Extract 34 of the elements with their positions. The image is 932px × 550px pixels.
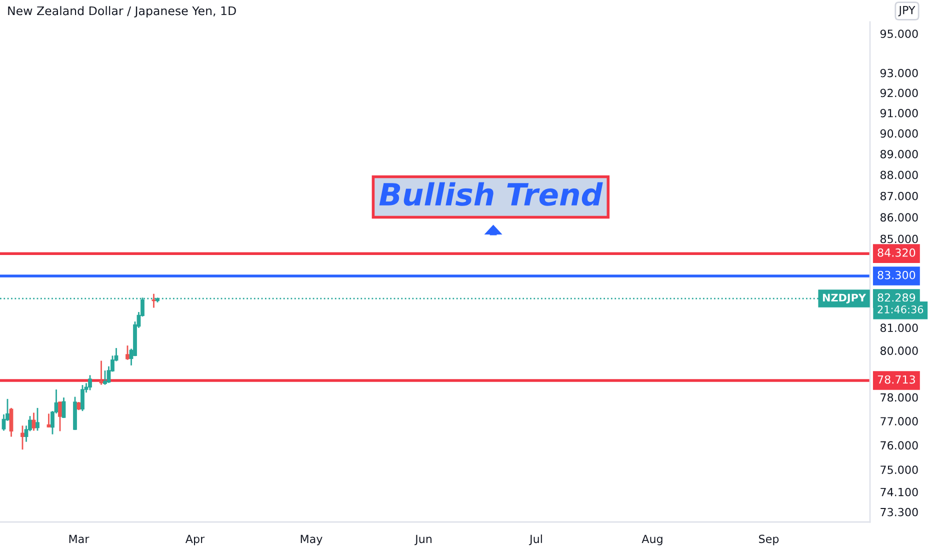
y-tick-label: 74.100 <box>880 488 918 496</box>
y-tick-label: 77.000 <box>880 417 918 426</box>
y-tick-label: 95.000 <box>880 30 918 38</box>
text: JPY <box>898 6 916 16</box>
y-tick-label: 92.000 <box>880 88 918 98</box>
chart-title: New Zealand Dollar / Japanese Yen, 1D <box>8 6 236 18</box>
annotation: Bullish Trend <box>379 182 603 206</box>
x-tick-label: Jul <box>528 534 542 546</box>
ref-line-label: 82.289 <box>878 293 916 302</box>
x-tick-label: Sep <box>759 534 779 546</box>
y-tick-label: 90.000 <box>880 129 918 138</box>
annotation: NZDJPY <box>822 294 866 304</box>
y-tick-label: 81.000 <box>880 324 918 332</box>
y-tick-label: 87.000 <box>880 192 918 200</box>
text: 21:46:36 <box>878 305 924 314</box>
y-tick-label: 91.000 <box>880 108 918 118</box>
x-tick-label: Mar <box>69 534 90 544</box>
y-tick-label: 78.000 <box>880 393 918 402</box>
y-tick-label: 73.300 <box>880 508 918 516</box>
ref-line-label: 83.300 <box>878 270 916 280</box>
y-tick-label: 88.000 <box>880 170 918 180</box>
x-tick-label: May <box>300 534 322 546</box>
y-tick-label: 80.000 <box>880 346 918 355</box>
y-tick-label: 86.000 <box>880 213 918 222</box>
y-tick-label: 93.000 <box>880 68 918 78</box>
x-tick-label: Aug <box>642 534 662 546</box>
y-tick-label: 89.000 <box>880 150 918 158</box>
y-tick-label: 76.000 <box>880 441 918 450</box>
y-tick-label: 85.000 <box>880 234 918 244</box>
ref-line-label: 78.713 <box>878 375 915 384</box>
ref-line-label: 84.320 <box>878 248 916 257</box>
y-tick-label: 75.000 <box>880 466 918 474</box>
x-tick-label: Jun <box>414 534 432 546</box>
x-tick-label: Apr <box>185 534 205 546</box>
